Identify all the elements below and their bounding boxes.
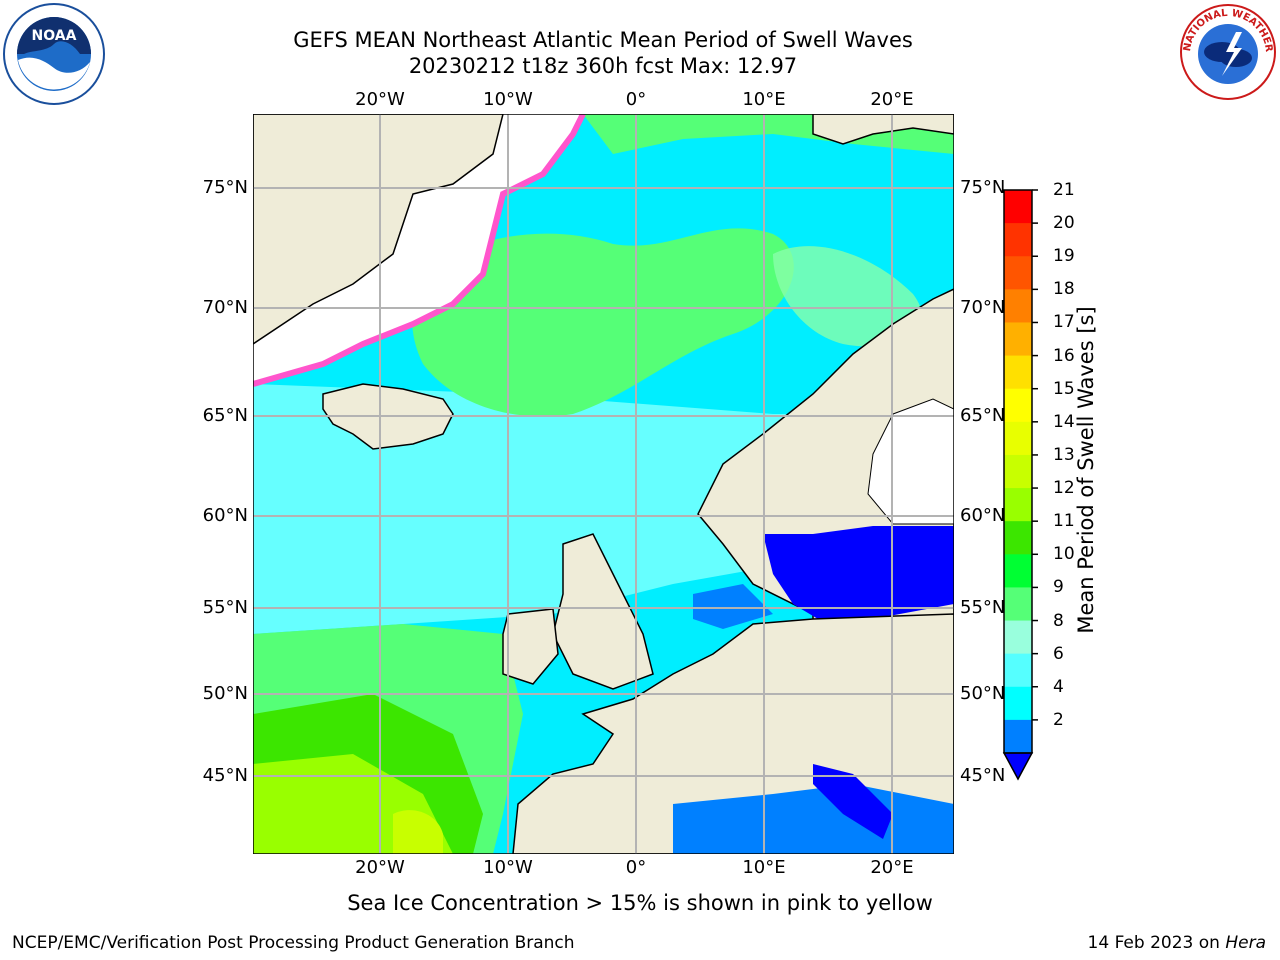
lat-tick-left: 75°N xyxy=(202,177,248,198)
colorbar-tick-label: 2 xyxy=(1053,709,1064,730)
colorbar-segment xyxy=(1004,686,1032,721)
lon-tick-bottom: 10°W xyxy=(483,857,533,878)
colorbar-segment xyxy=(1004,256,1032,290)
lon-tick-top: 20°E xyxy=(870,89,914,110)
colorbar-tick-label: 17 xyxy=(1053,312,1075,333)
lat-tick-left: 70°N xyxy=(202,297,248,318)
colorbar-segment xyxy=(1004,620,1032,655)
lat-tick-left: 65°N xyxy=(202,405,248,426)
lon-tick-bottom: 20°W xyxy=(355,857,405,878)
lat-tick-right: 65°N xyxy=(960,405,1006,426)
colorbar-segment xyxy=(1004,388,1032,423)
lon-tick-bottom: 0° xyxy=(625,857,647,878)
lon-tick-top: 10°W xyxy=(483,89,533,110)
colorbar-tick-label: 12 xyxy=(1053,478,1075,499)
map-subtitle: 20230212 t18z 360h fcst Max: 12.97 xyxy=(408,54,798,78)
lon-tick-top: 20°W xyxy=(355,89,405,110)
colorbar-segment xyxy=(1004,587,1032,622)
lat-tick-right: 45°N xyxy=(960,765,1006,786)
colorbar-axis-label: Mean Period of Swell Waves [s] xyxy=(1074,306,1098,634)
map-title: GEFS MEAN Northeast Atlantic Mean Period… xyxy=(293,28,913,52)
colorbar-tick-label: 9 xyxy=(1053,577,1064,598)
colorbar-segment xyxy=(1004,322,1032,357)
credit-text: NCEP/EMC/Verification Post Processing Pr… xyxy=(12,933,575,953)
colorbar-tick-label: 21 xyxy=(1053,180,1075,200)
colorbar-segment xyxy=(1004,521,1032,555)
machine-name: Hera xyxy=(1225,933,1266,953)
colorbar-segment xyxy=(1004,719,1032,754)
lat-tick-left: 45°N xyxy=(202,765,248,786)
colorbar-segment xyxy=(1004,421,1032,456)
colorbar-tick-label: 11 xyxy=(1053,511,1075,532)
colorbar-segment xyxy=(1004,355,1032,390)
colorbar-tick-label: 13 xyxy=(1053,444,1075,465)
lat-tick-right: 60°N xyxy=(960,505,1006,526)
nws-logo-icon: NATIONAL WEATHER SERVICE xyxy=(1178,2,1276,100)
lat-tick-right: 70°N xyxy=(960,297,1006,318)
lat-tick-left: 60°N xyxy=(202,505,248,526)
lat-tick-right: 75°N xyxy=(960,177,1006,198)
colorbar-tick-label: 19 xyxy=(1053,246,1075,267)
lat-tick-left: 55°N xyxy=(202,597,248,618)
colorbar-extend-arrow xyxy=(1002,752,1034,781)
colorbar-tick-label: 10 xyxy=(1053,544,1075,565)
colorbar-segment xyxy=(1004,223,1032,257)
graticule xyxy=(253,114,954,854)
lat-tick-right: 55°N xyxy=(960,597,1006,618)
colorbar-tick-label: 6 xyxy=(1053,643,1064,664)
colorbar-tick-label: 20 xyxy=(1053,213,1075,234)
colorbar-tick-label: 8 xyxy=(1053,610,1064,631)
colorbar-tick-label: 4 xyxy=(1053,676,1064,697)
lon-tick-bottom: 20°E xyxy=(870,857,914,878)
colorbar-tick-label: 16 xyxy=(1053,345,1075,366)
colorbar-frame xyxy=(1003,189,1033,754)
colorbar-segment xyxy=(1004,190,1032,224)
colorbar-segment xyxy=(1004,653,1032,688)
swell-period-map xyxy=(253,114,954,854)
lon-tick-bottom: 10°E xyxy=(742,857,786,878)
sea-ice-note: Sea Ice Concentration > 15% is shown in … xyxy=(347,891,933,915)
colorbar-tick-label: 18 xyxy=(1053,279,1075,300)
noaa-logo-icon: NOAA xyxy=(3,3,105,105)
lat-tick-left: 50°N xyxy=(202,683,248,704)
colorbar-segment xyxy=(1004,554,1032,588)
date-text: 14 Feb 2023 on Hera xyxy=(1087,933,1266,953)
colorbar-segment xyxy=(1004,289,1032,323)
noaa-logo-text: NOAA xyxy=(32,28,77,44)
colorbar-segment xyxy=(1004,488,1032,522)
lat-tick-right: 50°N xyxy=(960,683,1006,704)
lon-tick-top: 10°E xyxy=(742,89,786,110)
colorbar-tick-label: 15 xyxy=(1053,378,1075,399)
colorbar-tick-label: 14 xyxy=(1053,411,1075,432)
lon-tick-top: 0° xyxy=(625,89,647,110)
colorbar-segment xyxy=(1004,454,1032,489)
colorbar xyxy=(1002,189,1038,781)
